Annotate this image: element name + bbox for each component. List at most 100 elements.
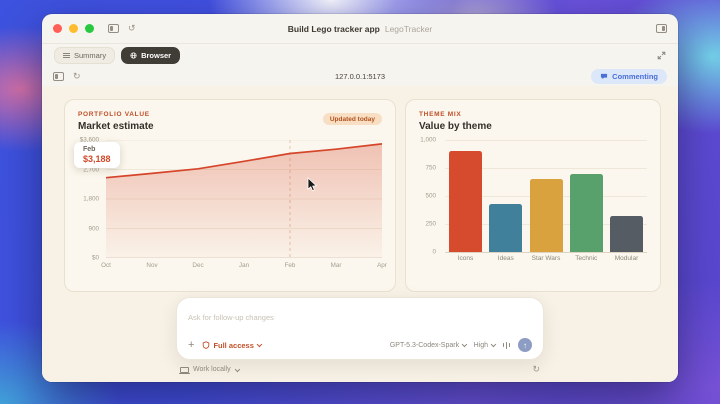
tab-browser-label: Browser (141, 50, 172, 60)
y-tick-label: 750 (425, 164, 436, 172)
updated-badge: Updated today (322, 113, 382, 125)
effort-selector[interactable]: High (473, 341, 496, 349)
chevron-down-icon (234, 366, 240, 372)
composer-footer: Work locally ↻ (179, 364, 540, 375)
theme-plot (445, 140, 647, 253)
work-locally-label: Work locally (193, 366, 231, 373)
work-locally-selector[interactable]: Work locally (179, 366, 240, 374)
minimize-button[interactable] (69, 24, 78, 33)
theme-chart: 1,000 750 500 250 0 Icons Ideas Star Wars Techn… (417, 136, 647, 262)
address-url[interactable]: 127.0.0.1:5173 (334, 71, 386, 81)
theme-card: THEME MIX Value by theme 1,000 750 500 250 0… (405, 99, 661, 292)
portfolio-y-axis: $3,600 2,700 1,800 900 $0 (76, 136, 102, 262)
comment-icon (601, 73, 608, 79)
mouse-cursor (307, 177, 318, 192)
x-tick-label: Feb (284, 262, 296, 269)
y-tick-label: 2,700 (83, 166, 99, 173)
theme-bars (449, 140, 643, 252)
portfolio-chart: $3,600 2,700 1,800 900 $0 Oct Nov Dec Jan Feb Mar… (76, 136, 387, 272)
tooltip-value: $3,188 (83, 154, 111, 164)
preview-sidebar-icon[interactable] (53, 71, 64, 81)
portfolio-line (106, 144, 382, 178)
commenting-button[interactable]: Commenting (591, 68, 667, 84)
tooltip-month: Feb (83, 146, 96, 153)
portfolio-plot[interactable] (106, 140, 382, 258)
bar-star-wars[interactable] (529, 179, 563, 252)
y-tick-label: 1,800 (83, 195, 99, 203)
gridline (445, 168, 647, 169)
y-tick-label: $3,600 (79, 136, 99, 144)
model-selector[interactable]: GPT-5.3-Codex-Spark (389, 341, 468, 349)
tab-summary[interactable]: Summary (54, 46, 116, 64)
titlebar: ↺ Build Lego tracker app LegoTracker (42, 14, 678, 44)
bar-category-label: Ideas (497, 255, 514, 262)
tab-summary-label: Summary (74, 50, 107, 60)
portfolio-x-axis: Oct Nov Dec Jan Feb Mar Apr (101, 262, 387, 272)
project-name: LegoTracker (384, 23, 433, 34)
theme-eyebrow: THEME MIX (419, 111, 462, 118)
portfolio-chart-svg (106, 140, 382, 258)
tab-bar: Summary Browser (42, 44, 678, 66)
chevron-down-icon (256, 341, 262, 347)
y-tick-label: 500 (425, 192, 436, 200)
y-tick-label: $0 (91, 254, 99, 262)
globe-icon (130, 51, 137, 59)
chevron-down-icon (490, 341, 496, 347)
x-tick-label: Dec (192, 262, 204, 269)
area-fill (106, 143, 382, 258)
bar-modular[interactable] (610, 216, 643, 252)
x-tick-label: Jan (238, 262, 250, 269)
traffic-lights (53, 24, 94, 33)
app-window: ↺ Build Lego tracker app LegoTracker Sum… (42, 14, 678, 382)
theme-y-axis: 1,000 750 500 250 0 (417, 136, 439, 256)
full-access-label: Full access (213, 340, 254, 350)
y-tick-label: 250 (425, 220, 436, 228)
chevron-down-icon (462, 341, 468, 347)
y-tick-label: 0 (432, 248, 436, 256)
laptop-icon (179, 366, 190, 374)
portfolio-eyebrow: PORTFOLIO VALUE (78, 111, 150, 118)
effort-label: High (473, 341, 488, 349)
x-tick-label: Nov (146, 262, 158, 269)
bar-category-label: Technic (575, 255, 598, 262)
composer: + Full access GPT-5.3-Codex-Spark (176, 297, 544, 360)
x-tick-label: Oct (101, 262, 111, 269)
bar-icons[interactable] (449, 151, 482, 252)
gridline (445, 252, 647, 253)
x-tick-label: Apr (377, 262, 387, 269)
gridline (445, 140, 647, 141)
browser-viewport: PORTFOLIO VALUE Market estimate Updated … (42, 86, 678, 382)
composer-input[interactable] (188, 313, 532, 322)
bar-category-label: Icons (457, 255, 474, 262)
plus-icon[interactable]: + (188, 338, 195, 351)
history-icon[interactable]: ↺ (128, 23, 136, 33)
task-title: Build Lego tracker app (287, 23, 380, 34)
portfolio-card: PORTFOLIO VALUE Market estimate Updated … (64, 99, 396, 292)
composer-controls: + Full access GPT-5.3-Codex-Spark (188, 338, 532, 352)
send-button[interactable]: ↑ (518, 338, 532, 352)
chart-tooltip: Feb $3,188 (74, 142, 120, 168)
sidebar-toggle-icon[interactable] (108, 24, 119, 33)
bar-technic[interactable] (569, 173, 603, 252)
panel-right-icon[interactable] (656, 24, 667, 33)
tab-browser[interactable]: Browser (121, 46, 181, 64)
dashboard-cards: PORTFOLIO VALUE Market estimate Updated … (42, 86, 678, 292)
browser-toolbar: ↻ 127.0.0.1:5173 Commenting (42, 66, 678, 87)
bar-category-label: Star Wars (531, 255, 561, 262)
bar-category-label: Modular (614, 255, 639, 262)
expand-icon[interactable] (657, 51, 666, 60)
y-tick-label: 1,000 (420, 136, 436, 144)
bar-ideas[interactable] (489, 203, 523, 252)
full-access-button[interactable]: Full access (202, 340, 262, 350)
voice-icon[interactable] (502, 341, 510, 349)
theme-x-axis: Icons Ideas Star Wars Technic Modular (445, 255, 647, 262)
zoom-button[interactable] (85, 24, 94, 33)
model-label: GPT-5.3-Codex-Spark (389, 341, 460, 349)
x-tick-label: Mar (330, 262, 342, 269)
commenting-label: Commenting (612, 71, 658, 81)
reload-icon[interactable]: ↻ (73, 70, 81, 81)
shield-icon (203, 341, 210, 349)
close-button[interactable] (53, 24, 62, 33)
refresh-icon[interactable]: ↻ (532, 364, 540, 374)
